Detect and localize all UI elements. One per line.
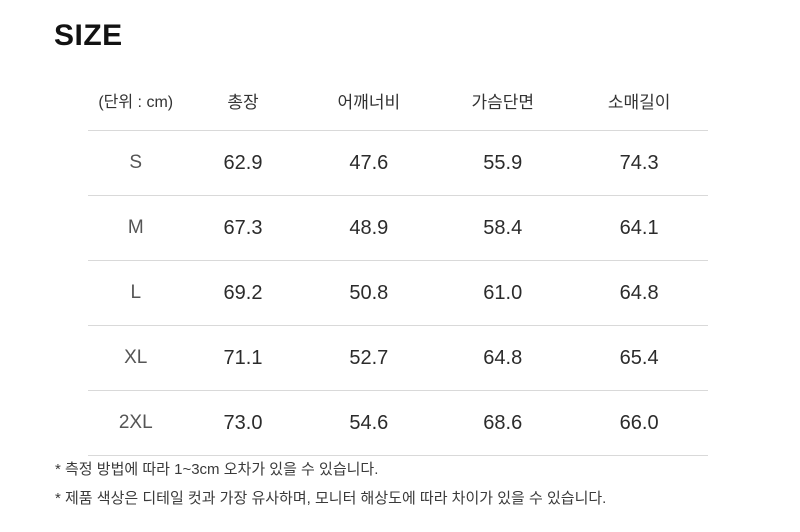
color-difference-note: * 제품 색상은 디테일 컷과 가장 유사하며, 모니터 해상도에 따라 차이가… xyxy=(55,490,607,507)
table-row-m: M 67.3 48.9 58.4 64.1 xyxy=(88,196,708,261)
footnotes: * 측정 방법에 따라 1~3cm 오차가 있을 수 있습니다. * 제품 색상… xyxy=(55,461,606,519)
value-cell: 61.0 xyxy=(483,281,523,304)
value-cell: 71.1 xyxy=(223,346,263,369)
column-header-total-length: 총장 xyxy=(227,92,259,112)
value-cell: 54.6 xyxy=(349,411,389,434)
value-cell: 64.8 xyxy=(483,346,523,369)
size-table: (단위 : cm) 총장 어깨너비 가슴단면 소매길이 S 62.9 47.6 … xyxy=(88,70,708,456)
value-cell: 58.4 xyxy=(483,216,523,239)
value-cell: 66.0 xyxy=(619,411,659,434)
table-header-row: (단위 : cm) 총장 어깨너비 가슴단면 소매길이 xyxy=(88,70,708,131)
column-header-shoulder: 어깨너비 xyxy=(337,92,401,112)
value-cell: 65.4 xyxy=(619,346,659,369)
value-cell: 50.8 xyxy=(349,281,389,304)
value-cell: 68.6 xyxy=(483,411,523,434)
table-row-2xl: 2XL 73.0 54.6 68.6 66.0 xyxy=(88,391,708,456)
table-row-s: S 62.9 47.6 55.9 74.3 xyxy=(88,131,708,196)
value-cell: 64.1 xyxy=(619,216,659,239)
page-title: SIZE xyxy=(54,19,123,52)
column-header-chest: 가슴단면 xyxy=(471,92,535,112)
size-label: M xyxy=(127,217,144,238)
value-cell: 48.9 xyxy=(349,216,389,239)
value-cell: 47.6 xyxy=(349,151,389,174)
value-cell: 74.3 xyxy=(619,151,659,174)
value-cell: 52.7 xyxy=(349,346,389,369)
size-label: 2XL xyxy=(118,412,153,433)
size-label: XL xyxy=(124,347,148,368)
measurement-tolerance-note: * 측정 방법에 따라 1~3cm 오차가 있을 수 있습니다. xyxy=(55,461,379,478)
value-cell: 67.3 xyxy=(223,216,263,239)
size-label: L xyxy=(130,282,142,303)
value-cell: 73.0 xyxy=(223,411,263,434)
column-header-unit: (단위 : cm) xyxy=(98,94,174,111)
value-cell: 69.2 xyxy=(223,281,263,304)
table-row-l: L 69.2 50.8 61.0 64.8 xyxy=(88,261,708,326)
column-header-sleeve: 소매길이 xyxy=(607,92,671,112)
size-label: S xyxy=(129,152,143,173)
table-row-xl: XL 71.1 52.7 64.8 65.4 xyxy=(88,326,708,391)
value-cell: 55.9 xyxy=(483,151,523,174)
value-cell: 64.8 xyxy=(619,281,659,304)
value-cell: 62.9 xyxy=(223,151,263,174)
